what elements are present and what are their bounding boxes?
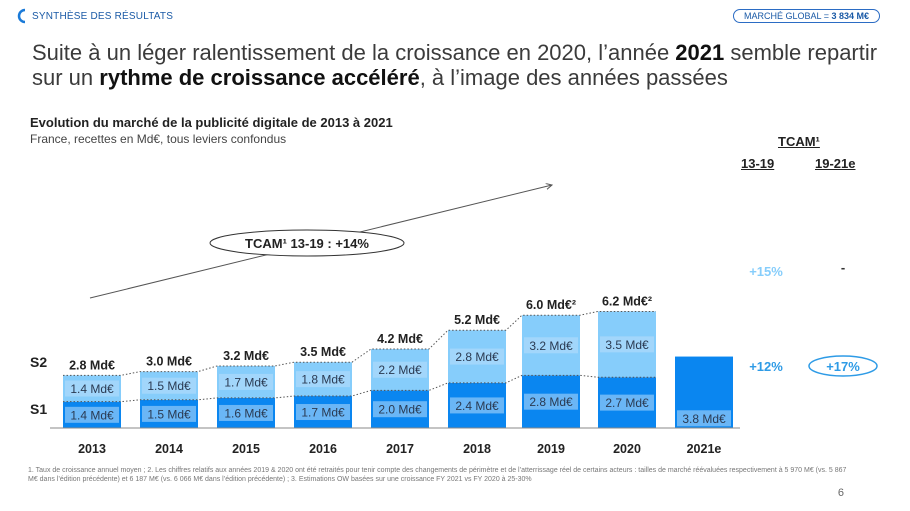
label-bg-s2-2016 <box>296 371 350 388</box>
year-label-2019: 2019 <box>537 442 565 456</box>
label-s1-2014: 1.5 Md€ <box>147 407 191 421</box>
chart-subtitle: France, recettes en Md€, tous leviers co… <box>30 132 287 146</box>
tcam-s2-19-21e: - <box>841 260 845 275</box>
label-bg-s1-2020 <box>600 394 654 411</box>
label-s1-2013: 1.4 Md€ <box>70 408 114 422</box>
section-tag: SYNTHÈSE DES RÉSULTATS <box>14 8 173 24</box>
label-bg-h1-2021e <box>677 410 731 427</box>
headline-part2: semble repartir sur un <box>32 40 878 90</box>
tcam-col-13-19: 13-19 <box>741 156 775 171</box>
market-value: 3 834 M€ <box>831 11 869 21</box>
label-bg-s1-2015 <box>219 404 273 421</box>
label-s2-2015: 1.7 Md€ <box>224 375 268 389</box>
tcam-title: TCAM¹ <box>778 134 820 149</box>
total-label-2014: 3.0 Md€ <box>146 355 192 369</box>
trend-annotation-ellipse <box>209 229 405 257</box>
tcam-s1-19-21e: +17% <box>826 359 860 374</box>
label-s1-2018: 2.4 Md€ <box>455 399 499 413</box>
label-s2-2017: 2.2 Md€ <box>378 363 422 377</box>
chart-title: Evolution du marché de la publicité digi… <box>30 115 393 130</box>
label-bg-s2-2019 <box>524 337 578 354</box>
label-s2-2020: 3.5 Md€ <box>605 338 649 352</box>
series-label-s2: S2 <box>30 354 47 370</box>
total-label-2017: 4.2 Md€ <box>377 332 423 346</box>
headline-bold2: rythme de croissance accéléré <box>99 65 420 90</box>
connector-top <box>63 310 656 376</box>
label-s1-2016: 1.7 Md€ <box>301 406 345 420</box>
label-bg-s1-2019 <box>524 393 578 410</box>
label-bg-s2-2014 <box>142 377 196 394</box>
series-label-s1: S1 <box>30 401 47 417</box>
year-label-2018: 2018 <box>463 442 491 456</box>
market-label: MARCHÉ GLOBAL = <box>744 11 832 21</box>
year-label-2016: 2016 <box>309 442 337 456</box>
tcam-s2-13-19: +15% <box>749 264 783 279</box>
label-s1-2019: 2.8 Md€ <box>529 395 573 409</box>
label-bg-s2-2015 <box>219 373 273 390</box>
total-label-2018: 5.2 Md€ <box>454 313 500 327</box>
year-label-2014: 2014 <box>155 442 183 456</box>
headline-bold1: 2021 <box>675 40 725 65</box>
section-label: SYNTHÈSE DES RÉSULTATS <box>32 10 174 22</box>
total-label-2019: 6.0 Md€² <box>526 298 576 312</box>
headline-part3: , à l’image des années passées <box>419 65 728 90</box>
footnote: 1. Taux de croissance annuel moyen ; 2. … <box>28 467 847 483</box>
trend-annotation-text: TCAM¹ 13-19 : +14% <box>245 236 369 251</box>
total-label-2016: 3.5 Md€ <box>300 345 346 359</box>
connector-mid <box>63 374 656 403</box>
label-bg-s1-2016 <box>296 404 350 421</box>
label-s2-2013: 1.4 Md€ <box>70 382 114 396</box>
total-label-2015: 3.2 Md€ <box>223 349 269 363</box>
label-s1-2017: 2.0 Md€ <box>378 403 422 417</box>
tcam-s1-13-19: +12% <box>749 359 783 374</box>
brand-logo-icon <box>17 8 26 24</box>
label-s2-2018: 2.8 Md€ <box>455 350 499 364</box>
label-s2-2019: 3.2 Md€ <box>529 339 573 353</box>
year-label-2017: 2017 <box>386 442 414 456</box>
label-h1-2021e: 3.8 Md€ <box>682 412 726 426</box>
page-number: 6 <box>837 487 844 499</box>
tcam-col-19-21e: 19-21e <box>815 156 856 171</box>
total-label-2020: 6.2 Md€² <box>602 294 652 308</box>
label-bg-s1-2013 <box>65 406 119 423</box>
total-label-2013: 2.8 Md€ <box>69 358 115 372</box>
label-bg-s2-2013 <box>65 380 119 397</box>
label-bg-s1-2017 <box>373 401 427 418</box>
label-bg-s2-2020 <box>600 336 654 353</box>
label-bg-s2-2017 <box>373 361 427 378</box>
year-label-2013: 2013 <box>78 442 106 456</box>
year-label-2021e: 2021e <box>687 442 722 456</box>
year-label-2020: 2020 <box>613 442 641 456</box>
market-total-badge: MARCHÉ GLOBAL = 3 834 M€ <box>733 9 880 23</box>
page-headline: Suite à un léger ralentissement de la cr… <box>32 40 892 90</box>
label-bg-s2-2018 <box>450 348 504 365</box>
label-bg-s1-2014 <box>142 405 196 422</box>
headline-part1: Suite à un léger ralentissement de la cr… <box>32 40 676 65</box>
label-s1-2015: 1.6 Md€ <box>224 406 268 420</box>
tcam-s1-19-21e-ellipse <box>808 355 878 377</box>
label-bg-s1-2018 <box>450 397 504 414</box>
label-s1-2020: 2.7 Md€ <box>605 396 649 410</box>
year-label-2015: 2015 <box>232 442 260 456</box>
label-s2-2016: 1.8 Md€ <box>301 373 345 387</box>
label-s2-2014: 1.5 Md€ <box>147 379 191 393</box>
